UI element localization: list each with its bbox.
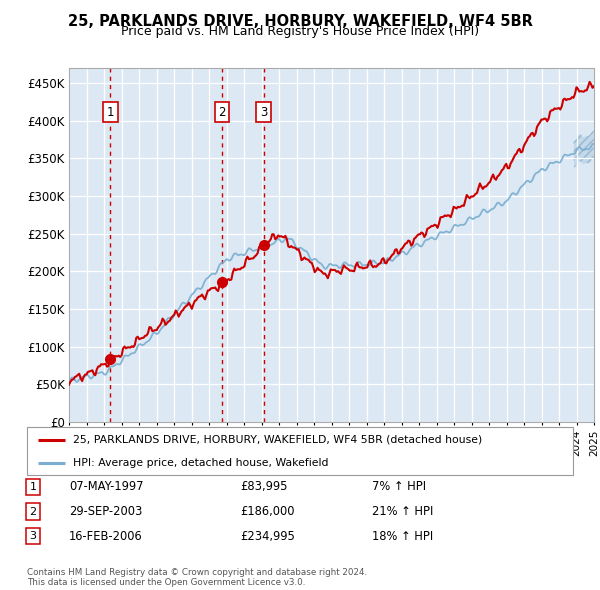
Text: 1: 1	[29, 482, 37, 491]
Text: Contains HM Land Registry data © Crown copyright and database right 2024.
This d: Contains HM Land Registry data © Crown c…	[27, 568, 367, 587]
FancyBboxPatch shape	[27, 427, 573, 475]
Text: 3: 3	[260, 106, 267, 119]
Text: £234,995: £234,995	[240, 530, 295, 543]
Text: £83,995: £83,995	[240, 480, 287, 493]
Text: 2: 2	[218, 106, 226, 119]
Text: £186,000: £186,000	[240, 505, 295, 518]
Text: 25, PARKLANDS DRIVE, HORBURY, WAKEFIELD, WF4 5BR: 25, PARKLANDS DRIVE, HORBURY, WAKEFIELD,…	[68, 14, 532, 28]
Text: 29-SEP-2003: 29-SEP-2003	[69, 505, 142, 518]
Text: 16-FEB-2006: 16-FEB-2006	[69, 530, 143, 543]
Text: 7% ↑ HPI: 7% ↑ HPI	[372, 480, 426, 493]
Text: 21% ↑ HPI: 21% ↑ HPI	[372, 505, 433, 518]
Text: 18% ↑ HPI: 18% ↑ HPI	[372, 530, 433, 543]
Text: HPI: Average price, detached house, Wakefield: HPI: Average price, detached house, Wake…	[73, 458, 329, 468]
Text: 07-MAY-1997: 07-MAY-1997	[69, 480, 143, 493]
Text: 1: 1	[107, 106, 114, 119]
Text: 2: 2	[29, 507, 37, 516]
Text: 25, PARKLANDS DRIVE, HORBURY, WAKEFIELD, WF4 5BR (detached house): 25, PARKLANDS DRIVE, HORBURY, WAKEFIELD,…	[73, 435, 482, 445]
Text: 3: 3	[29, 532, 37, 541]
Text: Price paid vs. HM Land Registry's House Price Index (HPI): Price paid vs. HM Land Registry's House …	[121, 25, 479, 38]
